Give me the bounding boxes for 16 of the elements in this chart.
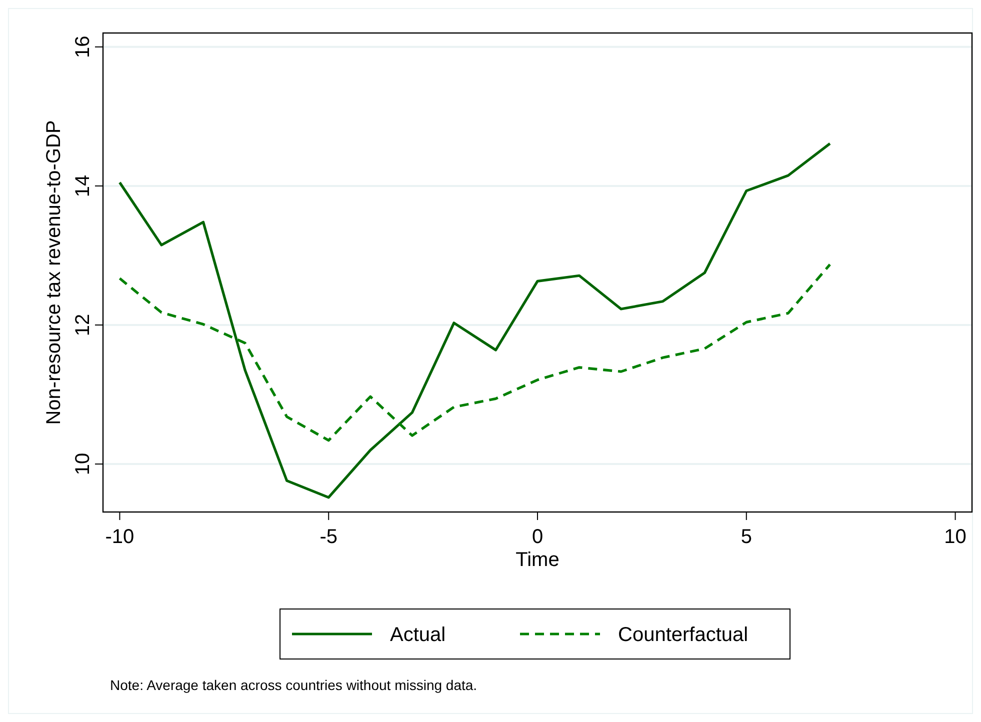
x-tick-label: -10	[105, 526, 134, 548]
x-tick-label: -5	[320, 526, 338, 548]
legend-label: Counterfactual	[618, 624, 748, 646]
y-tick-label: 10	[72, 452, 94, 476]
text: Note: Average taken across countries without missing data.	[110, 677, 478, 693]
x-tick-label: 10	[944, 526, 966, 548]
line-series	[118, 263, 832, 442]
y-axis-title: Non-resource tax revenue-to-GDP	[43, 120, 65, 425]
x-axis-title: Time	[516, 549, 560, 571]
y-tick-label: 16	[72, 36, 94, 58]
y-tick-label: 14	[72, 174, 94, 198]
line-series	[118, 142, 832, 499]
x-tick-label: 0	[532, 526, 544, 548]
legend-label: Actual	[390, 624, 446, 646]
y-tick-label: 12	[72, 314, 94, 336]
x-tick-label: 5	[740, 526, 752, 548]
